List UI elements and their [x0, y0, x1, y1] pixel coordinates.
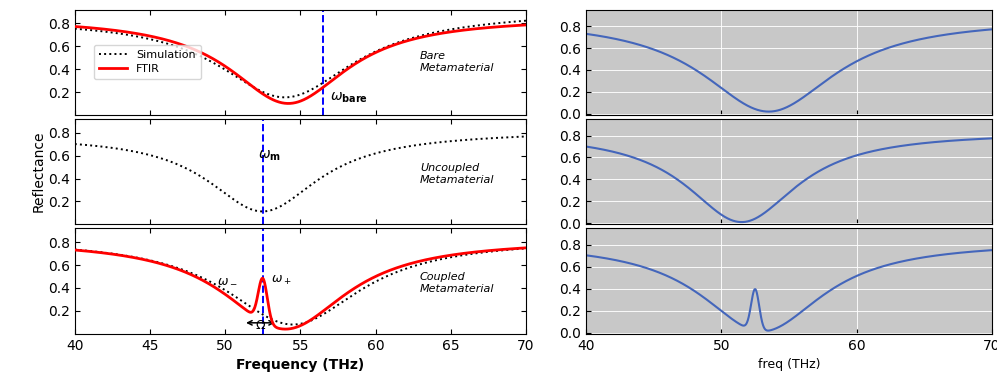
Text: $\omega_+$: $\omega_+$ [271, 274, 291, 287]
Text: Coupled
Metamaterial: Coupled Metamaterial [420, 272, 495, 294]
Y-axis label: Reflectance: Reflectance [31, 131, 45, 213]
Text: $\omega_\mathbf{bare}$: $\omega_\mathbf{bare}$ [330, 90, 368, 104]
Text: $\omega_\mathbf{m}$: $\omega_\mathbf{m}$ [257, 149, 280, 163]
Text: Uncoupled
Metamaterial: Uncoupled Metamaterial [420, 163, 495, 185]
Text: Bare
Metamaterial: Bare Metamaterial [420, 52, 495, 73]
Text: $\omega_-$: $\omega_-$ [217, 273, 237, 286]
X-axis label: freq (THz): freq (THz) [758, 358, 821, 371]
Legend: Simulation, FTIR: Simulation, FTIR [94, 45, 201, 79]
X-axis label: Frequency (THz): Frequency (THz) [236, 358, 365, 372]
Text: $\Omega$: $\Omega$ [255, 319, 266, 332]
